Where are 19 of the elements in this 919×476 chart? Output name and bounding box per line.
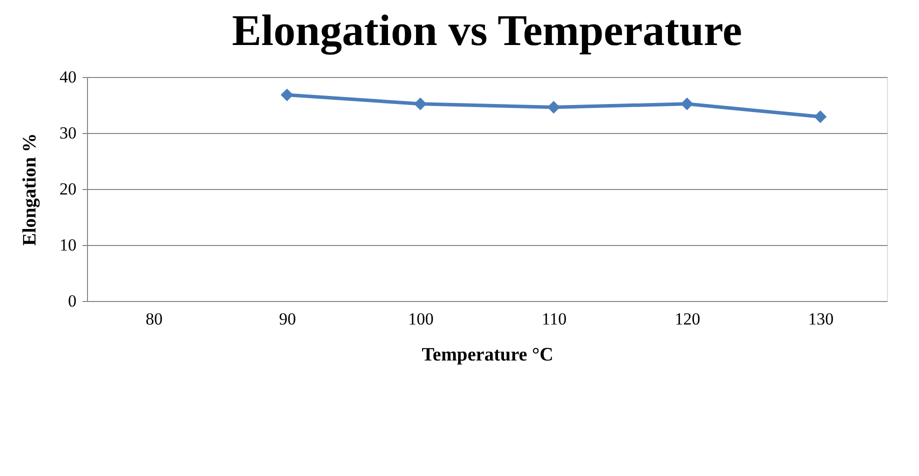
- x-tick-label: 120: [674, 310, 700, 328]
- y-tick-label: 30: [60, 124, 76, 142]
- x-tick-label: 130: [808, 310, 834, 328]
- y-axis-title: Elongation %: [20, 133, 40, 246]
- point: [414, 98, 427, 110]
- y-tick-label: 0: [68, 292, 76, 310]
- y-tick-label: 10: [60, 236, 76, 254]
- point: [814, 110, 827, 124]
- point: [680, 98, 694, 110]
- chart-title: Elongation vs Temperature: [232, 6, 742, 55]
- point: [280, 88, 294, 102]
- x-axis-title: Temperature °C: [422, 344, 554, 366]
- x-tick-label: 80: [146, 310, 163, 328]
- point: [547, 100, 560, 114]
- x-tick-label: 110: [542, 310, 567, 328]
- x-tick-label: 100: [408, 310, 434, 328]
- y-tick-label: 20: [60, 180, 76, 198]
- x-tick-label: 90: [279, 310, 296, 328]
- y-tick-label: 40: [60, 68, 76, 86]
